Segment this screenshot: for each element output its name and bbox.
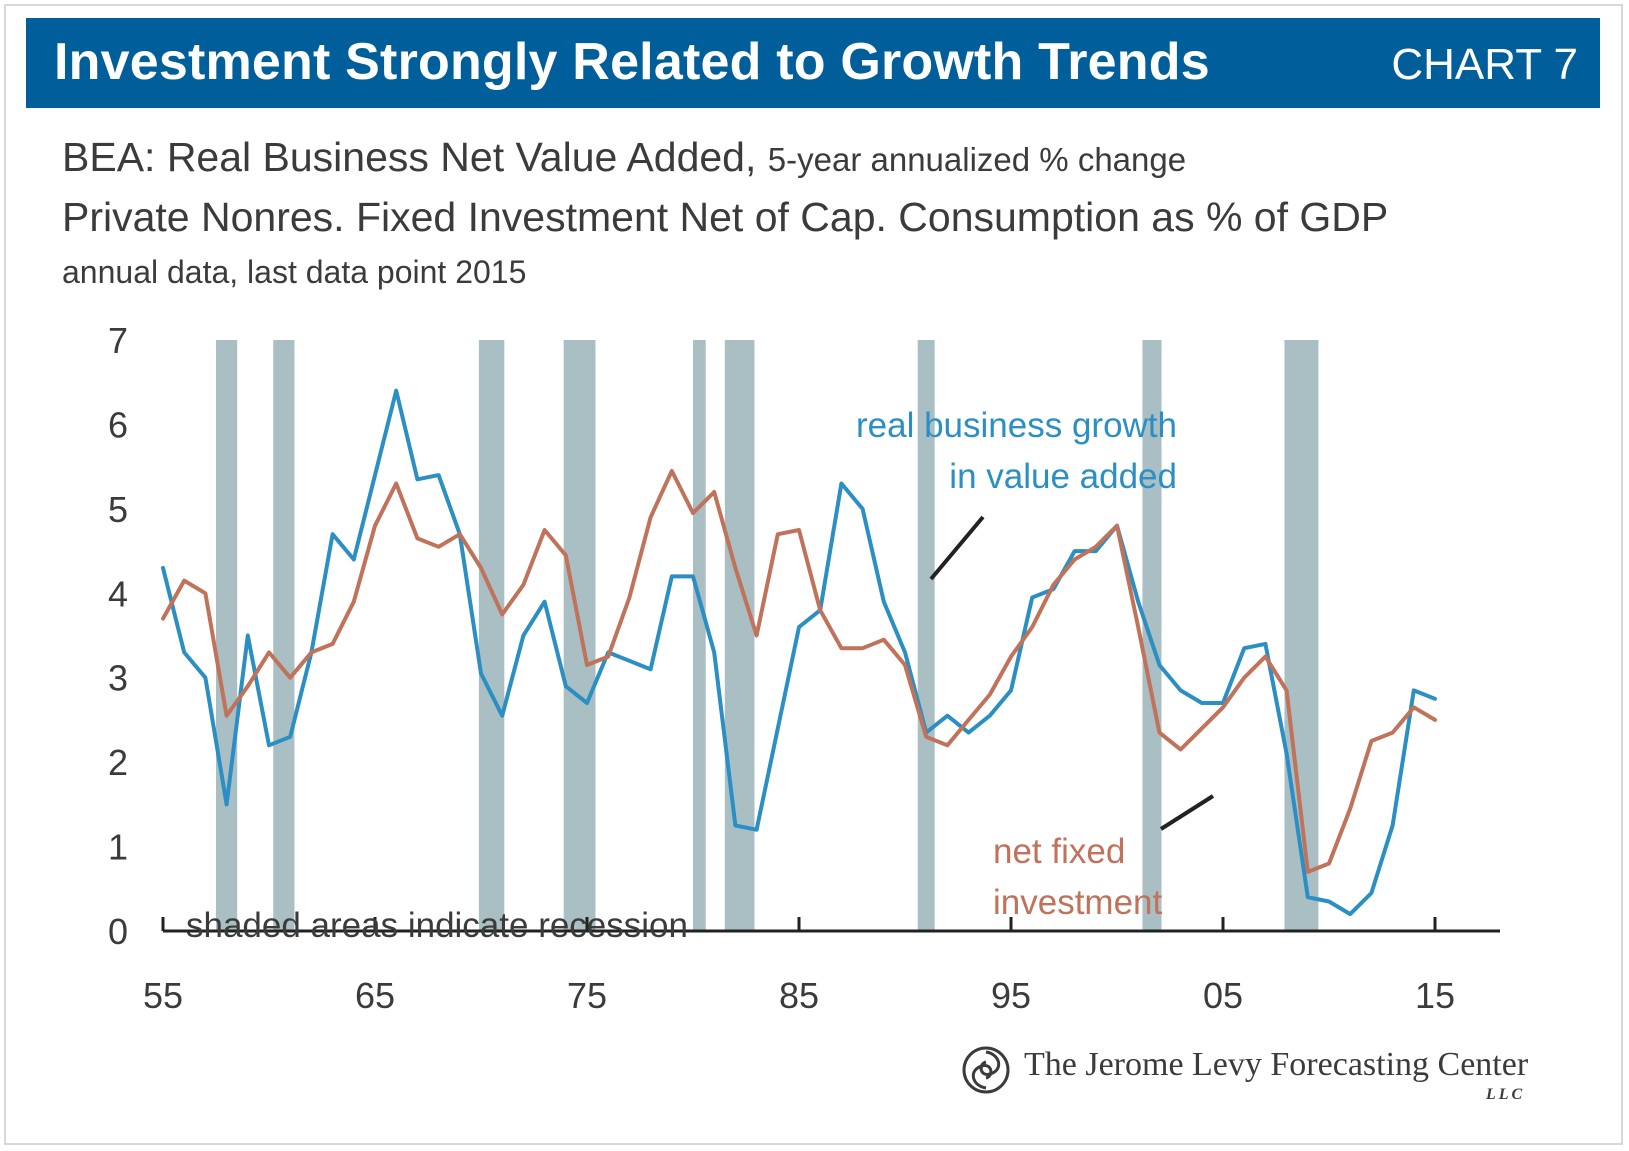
- recession-note: shaded areas indicate recession: [186, 906, 688, 945]
- recession-band: [724, 340, 755, 931]
- blue-label-pointer: [929, 515, 985, 581]
- subtitle-line-2: Private Nonres. Fixed Investment Net of …: [62, 194, 1389, 240]
- axes: 55 65 75 85 95 05 15 0 1 2 3 4 5 6 7: [108, 320, 1500, 1016]
- title-banner: Investment Strongly Related to Growth Tr…: [26, 18, 1600, 108]
- x-tick-label: 95: [991, 975, 1031, 1016]
- y-tick-label: 6: [108, 404, 128, 445]
- swirl-logo-icon: [962, 1046, 1010, 1094]
- brown-series-label-line-1: net fixed: [993, 832, 1125, 871]
- brown-series-label-line-2: investment: [993, 883, 1163, 922]
- subtitle-line-1: BEA: Real Business Net Value Added, 5-ye…: [62, 134, 1186, 181]
- y-tick-label: 7: [108, 320, 128, 361]
- y-tick-label: 3: [108, 658, 128, 699]
- recession-band: [478, 340, 505, 931]
- y-tick-label: 0: [108, 911, 128, 952]
- publisher-logo: The Jerome Levy Forecasting Center LLC: [960, 1038, 1540, 1108]
- subtitle-series-1-unit: 5-year annualized % change: [767, 141, 1187, 178]
- x-tick-label: 15: [1415, 975, 1455, 1016]
- chart-number: CHART 7: [1391, 40, 1578, 89]
- recession-band: [917, 340, 935, 931]
- publisher-name: The Jerome Levy Forecasting Center: [1024, 1046, 1529, 1083]
- x-tick-label: 55: [143, 975, 183, 1016]
- y-tick-label: 1: [108, 827, 128, 868]
- x-tick-label: 05: [1203, 975, 1243, 1016]
- series-lines: [161, 388, 1437, 917]
- chart-frame: [4, 4, 1623, 1145]
- recession-band: [216, 340, 238, 931]
- subtitle-line-3: annual data, last data point 2015: [62, 254, 527, 290]
- x-tick-label: 75: [567, 975, 607, 1016]
- series-line-real-business-growth: [161, 388, 1437, 917]
- series-line-net-fixed-investment: [161, 468, 1437, 874]
- recession-band: [1142, 340, 1162, 931]
- subtitle-series-1: BEA: Real Business Net Value Added,: [62, 134, 757, 180]
- x-tick-label: 65: [355, 975, 395, 1016]
- brown-label-pointer: [1159, 794, 1215, 831]
- recession-band: [273, 340, 295, 931]
- blue-series-label-line-2: in value added: [949, 457, 1177, 496]
- recession-band: [693, 340, 706, 931]
- chart-title: Investment Strongly Related to Growth Tr…: [54, 33, 1210, 91]
- blue-series-label-line-1: real business growth: [856, 406, 1177, 445]
- annotations: real business growth in value added net …: [186, 406, 1215, 945]
- x-tick-label: 85: [779, 975, 819, 1016]
- y-tick-label: 4: [108, 573, 128, 614]
- y-tick-label: 2: [108, 742, 128, 783]
- publisher-suffix: LLC: [1486, 1086, 1526, 1103]
- y-tick-label: 5: [108, 489, 128, 530]
